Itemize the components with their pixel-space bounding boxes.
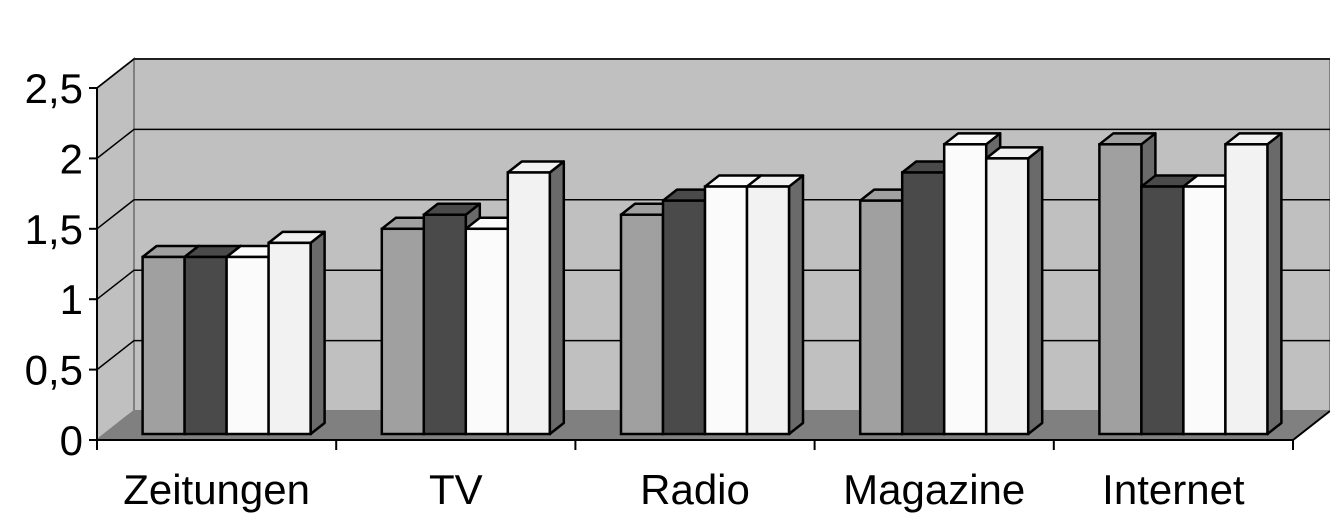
- y-tick-label: 2: [60, 135, 83, 182]
- gridline: [96, 128, 1330, 159]
- bar: [267, 230, 326, 436]
- x-axis-ticks: Zeitungen TV Radio Magazine Internet: [96, 440, 1294, 513]
- y-tick-label: 0,5: [25, 347, 83, 394]
- bar: [745, 174, 805, 436]
- y-tick-label: 1: [60, 276, 83, 323]
- bars: [141, 132, 1283, 436]
- y-tick-label: 2,5: [25, 65, 83, 112]
- bar: [506, 160, 566, 436]
- gridline: [96, 58, 1330, 89]
- bar: [984, 146, 1044, 436]
- side-wall: [96, 56, 135, 443]
- x-tick-label: Magazine: [843, 466, 1025, 513]
- x-tick-label: Internet: [1102, 466, 1245, 513]
- y-axis-ticks: 0 0,5 1 1,5 2 2,5: [25, 65, 97, 464]
- bar: [1224, 132, 1283, 436]
- y-tick-label: 1,5: [25, 206, 83, 253]
- y-tick-label: 0: [60, 417, 83, 464]
- x-tick-label: TV: [429, 466, 483, 513]
- x-tick-label: Zeitungen: [123, 466, 310, 513]
- x-tick-label: Radio: [640, 466, 750, 513]
